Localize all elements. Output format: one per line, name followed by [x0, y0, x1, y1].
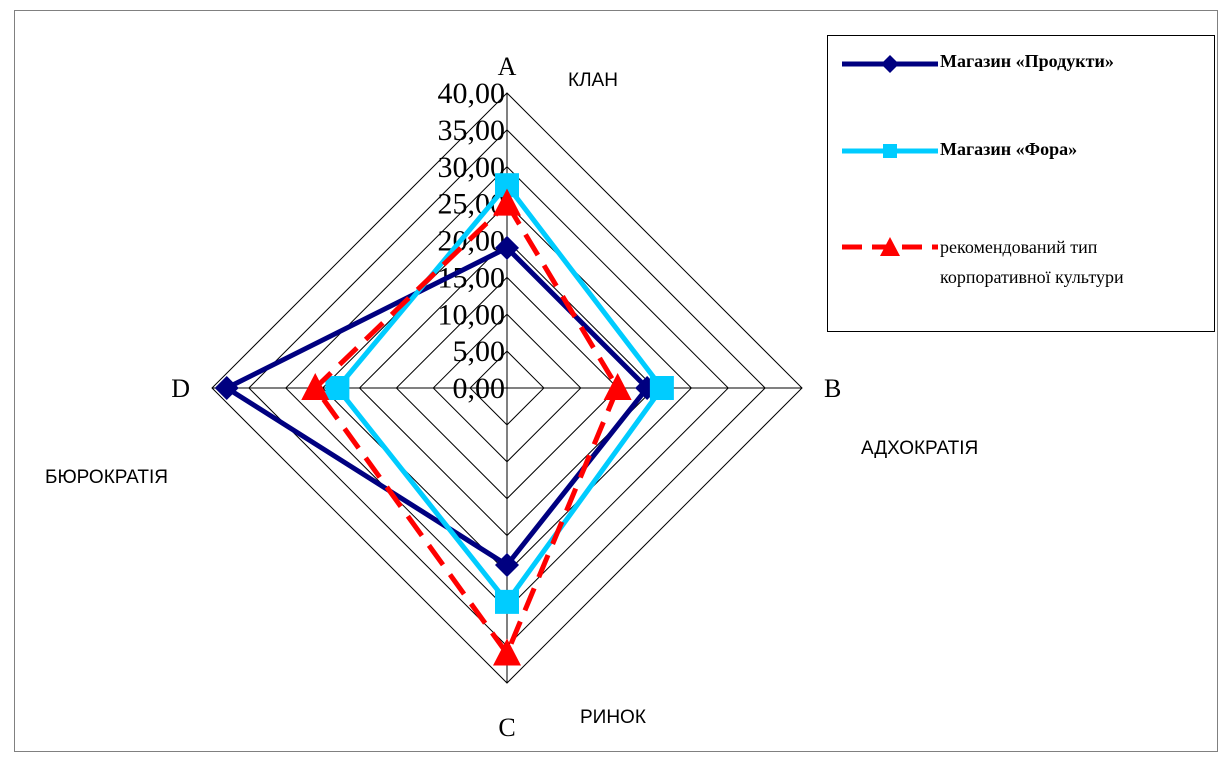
- series-marker: [214, 376, 239, 400]
- series-marker: [603, 373, 632, 400]
- legend-swatch-series-1: [842, 55, 938, 73]
- legend-label-series-1: Магазин «Продукти»: [940, 51, 1114, 71]
- legend-label-series-2: Магазин «Фора»: [940, 139, 1078, 159]
- axis-name-c: РИНОК: [580, 707, 646, 728]
- series-marker: [493, 188, 521, 216]
- series-layer: [214, 173, 674, 666]
- legend-swatch-series-2: [842, 144, 938, 158]
- chart-area: 0,00 5,00 10,00 15,00 20,00 25,00 30,00 35,00 40…: [14, 10, 1218, 752]
- axis-labels: A КЛАН B АДХОКРАТІЯ C РИНОК D БЮРОКРАТІЯ: [45, 52, 978, 742]
- tick-label: 35,00: [438, 114, 506, 147]
- legend: Магазин «Продукти» Магазин «Фора» рекоме…: [827, 35, 1215, 332]
- tick-label: 0,00: [453, 372, 506, 405]
- series-marker: [495, 235, 519, 260]
- radial-tick-labels: 0,005,0010,0015,0020,0025,0030,0035,0040…: [438, 77, 506, 405]
- tick-label: 40,00: [438, 77, 506, 110]
- tick-label: 25,00: [438, 188, 506, 221]
- series-marker: [649, 376, 674, 400]
- series-marker: [493, 638, 521, 666]
- radar-chart: 0,005,0010,0015,0020,0025,0030,0035,0040…: [45, 52, 978, 742]
- tick-label: 30,00: [438, 151, 506, 184]
- tick-label: 10,00: [438, 298, 506, 331]
- tick-label: 5,00: [453, 335, 506, 368]
- axis-letter-c: C: [498, 713, 515, 742]
- axis-name-d: БЮРОКРАТІЯ: [45, 467, 168, 488]
- series-marker: [495, 589, 519, 614]
- legend-label-series-3: рекомендований тип корпоративної культур…: [940, 237, 1124, 287]
- axis-name-b: АДХОКРАТІЯ: [861, 438, 978, 459]
- series-marker: [325, 376, 350, 400]
- axis-name-a: КЛАН: [568, 70, 618, 91]
- series-marker: [495, 553, 519, 577]
- axis-letter-d: D: [171, 374, 190, 403]
- series-marker: [301, 373, 330, 400]
- legend-swatch-series-3: [842, 237, 938, 256]
- series-line: [311, 199, 621, 659]
- axis-letter-b: B: [824, 374, 841, 403]
- axis-letter-a: A: [498, 52, 517, 81]
